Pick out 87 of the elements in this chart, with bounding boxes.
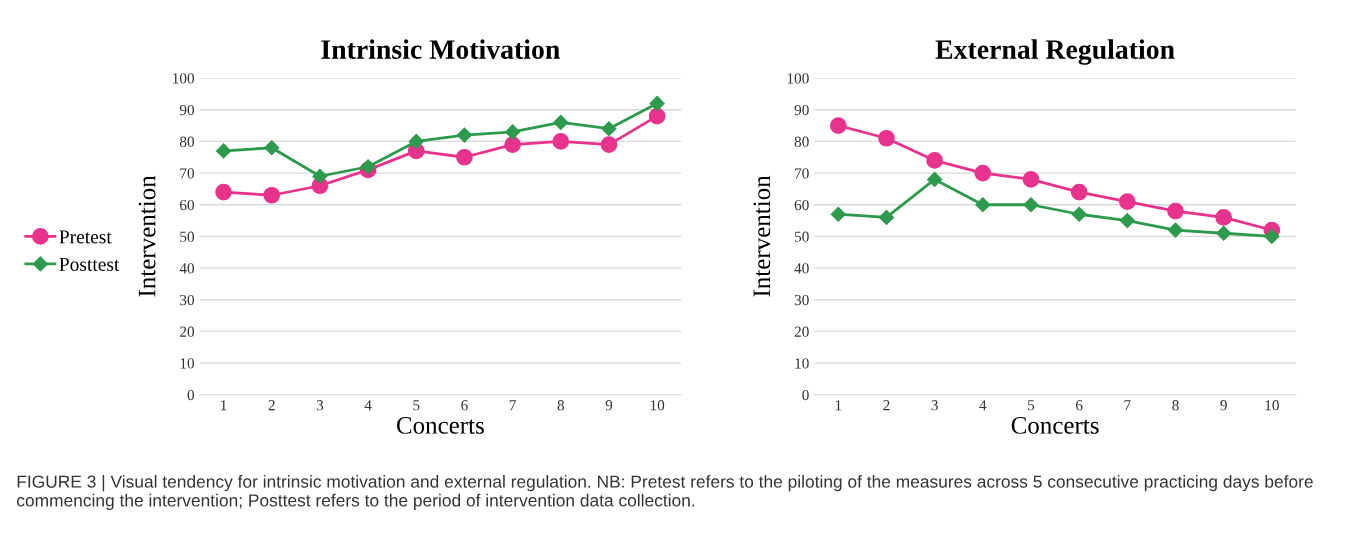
point xyxy=(215,143,232,159)
x-tick-label: 2 xyxy=(883,400,890,411)
point xyxy=(974,164,992,182)
point xyxy=(504,136,521,153)
x-tick-label: 3 xyxy=(316,400,324,411)
point xyxy=(878,129,895,147)
point xyxy=(601,121,617,137)
point xyxy=(505,124,521,140)
x-tick-label: 4 xyxy=(979,400,987,411)
x-tick-label: 8 xyxy=(557,400,565,411)
x-tick-label: 7 xyxy=(1124,400,1131,411)
point xyxy=(649,95,665,111)
y-tick-label: 60 xyxy=(794,199,809,211)
point xyxy=(263,186,281,204)
point xyxy=(830,206,846,222)
x-tick-label: 4 xyxy=(364,400,372,411)
point xyxy=(1023,197,1039,213)
x-axis-title: Concerts xyxy=(396,417,484,434)
chart-title: Intrinsic Motivation xyxy=(321,39,560,59)
point xyxy=(1118,193,1136,210)
point xyxy=(600,136,618,153)
y-tick-label: 0 xyxy=(802,389,809,401)
y-tick-label: 20 xyxy=(794,326,809,337)
x-tick-label: 6 xyxy=(1075,400,1083,411)
y-tick-label: 30 xyxy=(794,294,809,306)
point xyxy=(878,209,895,225)
legend-label: Pretest xyxy=(59,230,112,244)
x-tick-label: 3 xyxy=(931,400,938,411)
point xyxy=(1070,183,1088,201)
y-tick-label: 60 xyxy=(180,199,195,211)
x-tick-label: 8 xyxy=(1172,400,1179,411)
y-tick-label: 20 xyxy=(180,326,195,337)
x-tick-label: 6 xyxy=(461,400,468,411)
y-tick-label: 90 xyxy=(179,104,195,116)
y-tick-label: 100 xyxy=(787,73,809,84)
point xyxy=(1264,228,1280,244)
point xyxy=(553,114,569,130)
point xyxy=(1167,202,1184,220)
point xyxy=(264,140,280,156)
y-tick-label: 90 xyxy=(794,104,809,116)
x-tick-label: 9 xyxy=(1220,400,1227,411)
point xyxy=(552,133,570,150)
y-tick-label: 10 xyxy=(180,358,195,369)
point xyxy=(927,171,943,187)
point xyxy=(215,183,232,201)
caption: FIGURE 3 | Visual tendency for intrinsic motivation and external regulation. NB: Pretest refers to the piloting of the measures across 5 consecutive practicing days before commencing the intervention; Posttest refers to the period of intervention data collection. xyxy=(17,475,1313,510)
x-axis-title: Concerts xyxy=(1011,417,1099,434)
y-tick-label: 80 xyxy=(794,136,809,147)
point xyxy=(1215,209,1233,226)
y-axis-title: Intervention xyxy=(138,175,156,297)
point xyxy=(408,133,424,149)
point xyxy=(456,148,473,166)
y-tick-label: 50 xyxy=(794,231,809,242)
point xyxy=(1167,222,1184,238)
x-tick-label: 5 xyxy=(413,400,420,411)
point xyxy=(1216,225,1232,241)
y-tick-label: 70 xyxy=(795,168,809,179)
legend-label: Posttest xyxy=(59,257,120,271)
chart-title: External Regulation xyxy=(935,39,1175,65)
point xyxy=(312,168,328,184)
point xyxy=(1119,213,1135,229)
x-tick-label: 7 xyxy=(509,400,516,411)
point xyxy=(1071,206,1087,222)
x-tick-label: 9 xyxy=(605,400,613,411)
y-tick-label: 100 xyxy=(173,73,195,84)
point xyxy=(1022,171,1040,188)
y-tick-label: 0 xyxy=(187,389,195,401)
y-tick-label: 40 xyxy=(179,263,195,274)
point xyxy=(360,159,376,175)
y-tick-label: 40 xyxy=(794,263,809,274)
x-tick-label: 1 xyxy=(221,400,227,411)
y-tick-label: 80 xyxy=(179,136,195,147)
point xyxy=(648,107,666,125)
x-tick-label: 10 xyxy=(650,400,665,411)
x-tick-label: 1 xyxy=(835,400,842,411)
x-tick-label: 10 xyxy=(1265,400,1279,411)
y-tick-label: 30 xyxy=(180,294,195,306)
point xyxy=(829,117,847,134)
y-axis-title: Intervention xyxy=(753,175,771,297)
point xyxy=(975,197,991,213)
x-tick-label: 5 xyxy=(1028,400,1035,411)
y-tick-label: 10 xyxy=(795,358,809,369)
point xyxy=(456,127,473,143)
point xyxy=(926,152,943,169)
x-tick-label: 2 xyxy=(268,400,275,411)
y-tick-label: 50 xyxy=(180,231,195,242)
y-tick-label: 70 xyxy=(180,168,195,179)
